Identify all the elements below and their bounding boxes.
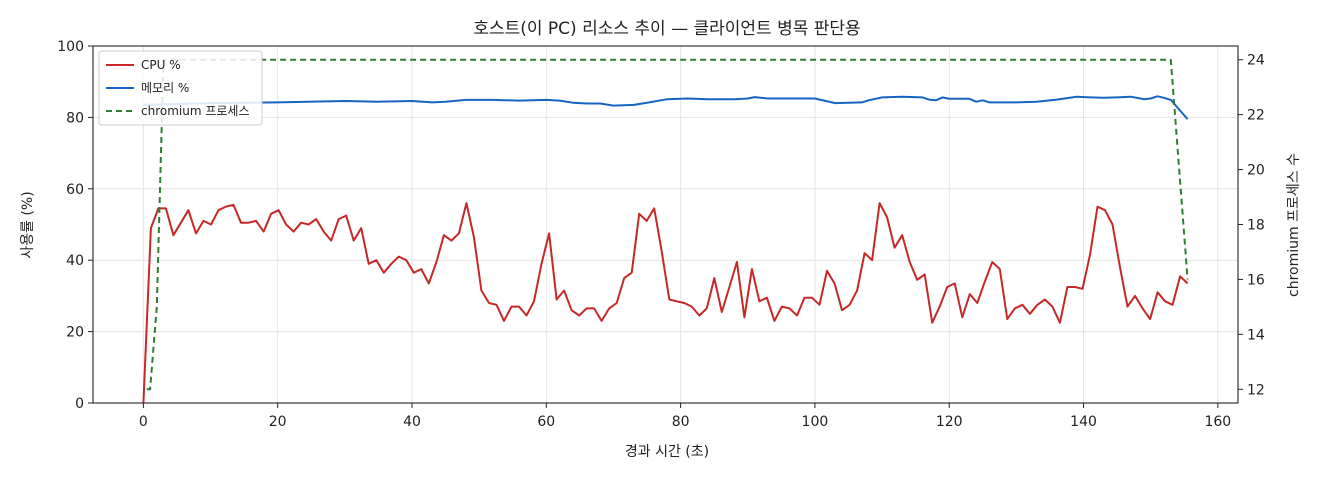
y-tick-label: 20 xyxy=(66,325,84,341)
y-tick-label: 0 xyxy=(75,396,84,412)
y-tick-label: 40 xyxy=(66,253,84,269)
y2-tick-label: 24 xyxy=(1247,53,1265,69)
chart-title: 호스트(이 PC) 리소스 추이 — 클라이언트 병목 판단용 xyxy=(473,19,860,39)
legend-label-2: chromium 프로세스 xyxy=(141,104,250,118)
y2-tick-label: 18 xyxy=(1247,218,1265,234)
y2-tick-label: 16 xyxy=(1247,272,1265,288)
legend-label-1: 메모리 % xyxy=(141,81,189,95)
x-tick-label: 60 xyxy=(537,414,555,430)
y2-axis-label: chromium 프로세스 수 xyxy=(1286,153,1302,297)
x-tick-label: 40 xyxy=(403,414,421,430)
y-tick-label: 100 xyxy=(57,39,84,55)
series-layer xyxy=(142,58,1189,404)
legend-box xyxy=(98,50,263,126)
y2-tick-label: 14 xyxy=(1247,327,1265,343)
x-axis-label: 경과 시간 (초) xyxy=(625,444,709,460)
y-axis-label: 사용률 (%) xyxy=(20,191,36,258)
x-tick-label: 160 xyxy=(1204,414,1231,430)
x-tick-label: 20 xyxy=(269,414,287,430)
x-tick-label: 100 xyxy=(802,414,829,430)
y2-tick-label: 22 xyxy=(1247,108,1265,124)
x-tick-label: 120 xyxy=(936,414,963,430)
series-line-1 xyxy=(143,95,1189,120)
series-line-2 xyxy=(146,58,1189,391)
axis-layer: 0 20 40 60 80 100 120 140 160 0 20 40 60 80 100 12 14 16 1… xyxy=(57,39,1265,430)
legend-label-0: CPU % xyxy=(141,58,181,72)
legend: CPU % 메모리 % chromium 프로세스 xyxy=(98,50,263,126)
y2-tick-label: 20 xyxy=(1247,163,1265,179)
y-tick-label: 80 xyxy=(66,110,84,126)
x-tick-label: 0 xyxy=(139,414,148,430)
x-tick-label: 140 xyxy=(1070,414,1097,430)
x-tick-label: 80 xyxy=(672,414,690,430)
series-line-0 xyxy=(142,202,1189,404)
y2-tick-label: 12 xyxy=(1247,382,1265,398)
y-tick-label: 60 xyxy=(66,182,84,198)
